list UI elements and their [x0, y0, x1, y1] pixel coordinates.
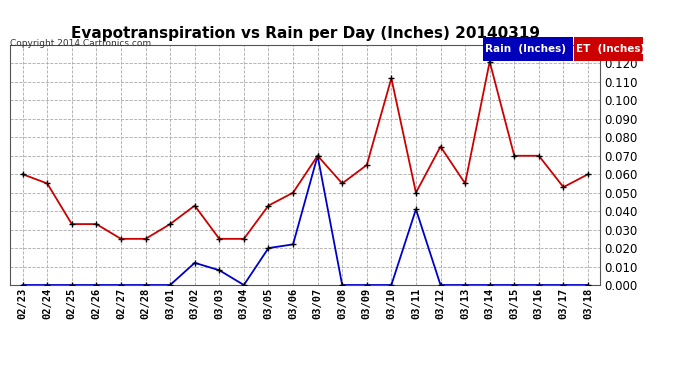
- Text: Rain  (Inches): Rain (Inches): [485, 44, 566, 54]
- Title: Evapotranspiration vs Rain per Day (Inches) 20140319: Evapotranspiration vs Rain per Day (Inch…: [71, 26, 540, 41]
- Text: Copyright 2014 Cartronics.com: Copyright 2014 Cartronics.com: [10, 39, 152, 48]
- Text: ET  (Inches): ET (Inches): [576, 44, 645, 54]
